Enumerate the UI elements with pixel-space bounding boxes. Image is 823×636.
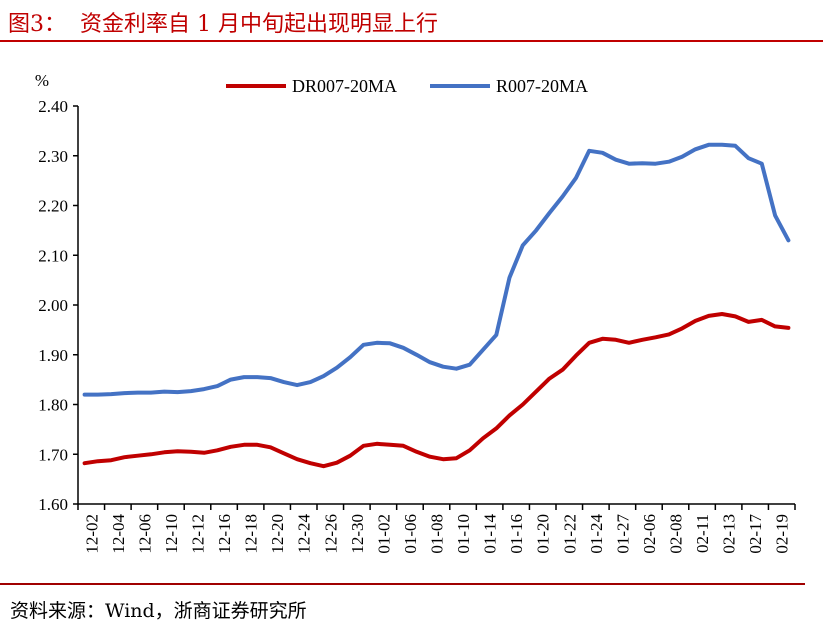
series-line-dr007-20ma [82,312,791,469]
x-tick-label: 01-02 [374,514,393,554]
x-tick-label: 02-13 [720,514,739,554]
x-tick-label: 01-10 [454,514,473,554]
axes: 1.60 1.70 1.80 1.90 2.00 2.10 2.20 2.30 2.40 12-0… [38,97,796,554]
x-tick-label: 01-16 [507,514,526,554]
y-tick-label: 2.10 [38,246,68,265]
x-tick-label: 01-22 [560,514,579,554]
x-tick-label: 01-08 [428,514,447,554]
x-tick-label: 12-06 [135,514,154,554]
x-tick-label: 12-04 [109,514,128,554]
y-tick-label: 2.20 [38,197,68,216]
x-tick-label: 12-26 [321,514,340,554]
x-tick-label: 01-06 [401,514,420,554]
x-tick-label: 02-11 [693,514,712,553]
x-tick-label: 12-12 [189,514,208,554]
x-tick-label: 12-24 [295,514,314,554]
source-note: 资料来源：Wind，浙商证券研究所 [10,600,307,622]
footer-divider [0,583,805,585]
x-tick-label: 02-06 [640,514,659,554]
x-tick-label: 01-14 [481,514,500,554]
x-tick-label: 12-02 [82,514,101,554]
y-tick-label: 2.40 [38,97,68,116]
title-divider [0,40,823,42]
legend: DR007-20MA R007-20MA [226,76,588,96]
x-tick-label: 12-10 [162,514,181,554]
x-tick-label: 01-20 [534,514,553,554]
series-lines [82,142,791,469]
figure-title: 图3： 资金利率自 1 月中旬起出现明显上行 [8,12,438,37]
y-tick-label: 1.90 [38,346,68,365]
x-tick-label: 01-24 [587,514,606,554]
y-tick-label: 2.00 [38,296,68,315]
x-tick-label: 12-18 [242,514,261,554]
x-tick-label: 01-27 [613,514,632,554]
x-tick-label: 02-08 [667,514,686,554]
series-line-r007-20ma [82,142,791,397]
y-axis-unit-label: % [35,71,49,90]
x-tick-label: 12-16 [215,514,234,554]
legend-label: DR007-20MA [292,76,397,96]
y-tick-label: 1.60 [38,495,68,514]
x-tick-label: 12-30 [348,514,367,554]
y-tick-label: 2.30 [38,147,68,166]
y-tick-label: 1.80 [38,396,68,415]
x-tick-label: 02-19 [773,514,792,554]
legend-label: R007-20MA [496,76,588,96]
x-tick-label: 02-17 [746,514,765,554]
y-tick-label: 1.70 [38,445,68,464]
x-tick-label: 12-20 [268,514,287,554]
